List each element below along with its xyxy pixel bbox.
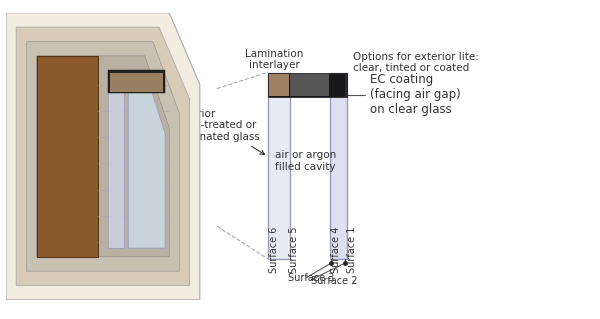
- Polygon shape: [128, 70, 165, 248]
- Text: air or argon
filled cavity: air or argon filled cavity: [275, 150, 336, 172]
- Polygon shape: [37, 56, 169, 257]
- Text: Options for exterior lite:
clear, tinted or coated: Options for exterior lite: clear, tinted…: [341, 52, 479, 75]
- Text: Surface 4: Surface 4: [331, 226, 341, 273]
- Bar: [345, 73, 347, 97]
- Text: Surface 5: Surface 5: [289, 226, 299, 273]
- Text: Surface 2: Surface 2: [311, 276, 358, 286]
- Polygon shape: [26, 41, 179, 271]
- Text: Lamination
interlayer: Lamination interlayer: [245, 48, 304, 82]
- Polygon shape: [37, 56, 98, 257]
- Text: Interior
heat-treated or
laminated glass: Interior heat-treated or laminated glass: [178, 109, 265, 154]
- Polygon shape: [269, 74, 289, 95]
- Text: EC coating
(facing air gap)
on clear glass: EC coating (facing air gap) on clear gla…: [346, 73, 461, 116]
- Polygon shape: [16, 27, 190, 286]
- Bar: [330, 73, 347, 259]
- Polygon shape: [268, 73, 347, 97]
- Bar: [268, 73, 290, 259]
- Text: Surface 3: Surface 3: [288, 273, 334, 283]
- Polygon shape: [6, 13, 200, 300]
- Text: Surface 1: Surface 1: [347, 226, 357, 273]
- Polygon shape: [110, 73, 163, 92]
- Polygon shape: [108, 70, 124, 248]
- Text: Surface 6: Surface 6: [269, 226, 280, 273]
- Polygon shape: [290, 74, 329, 95]
- Polygon shape: [108, 70, 165, 93]
